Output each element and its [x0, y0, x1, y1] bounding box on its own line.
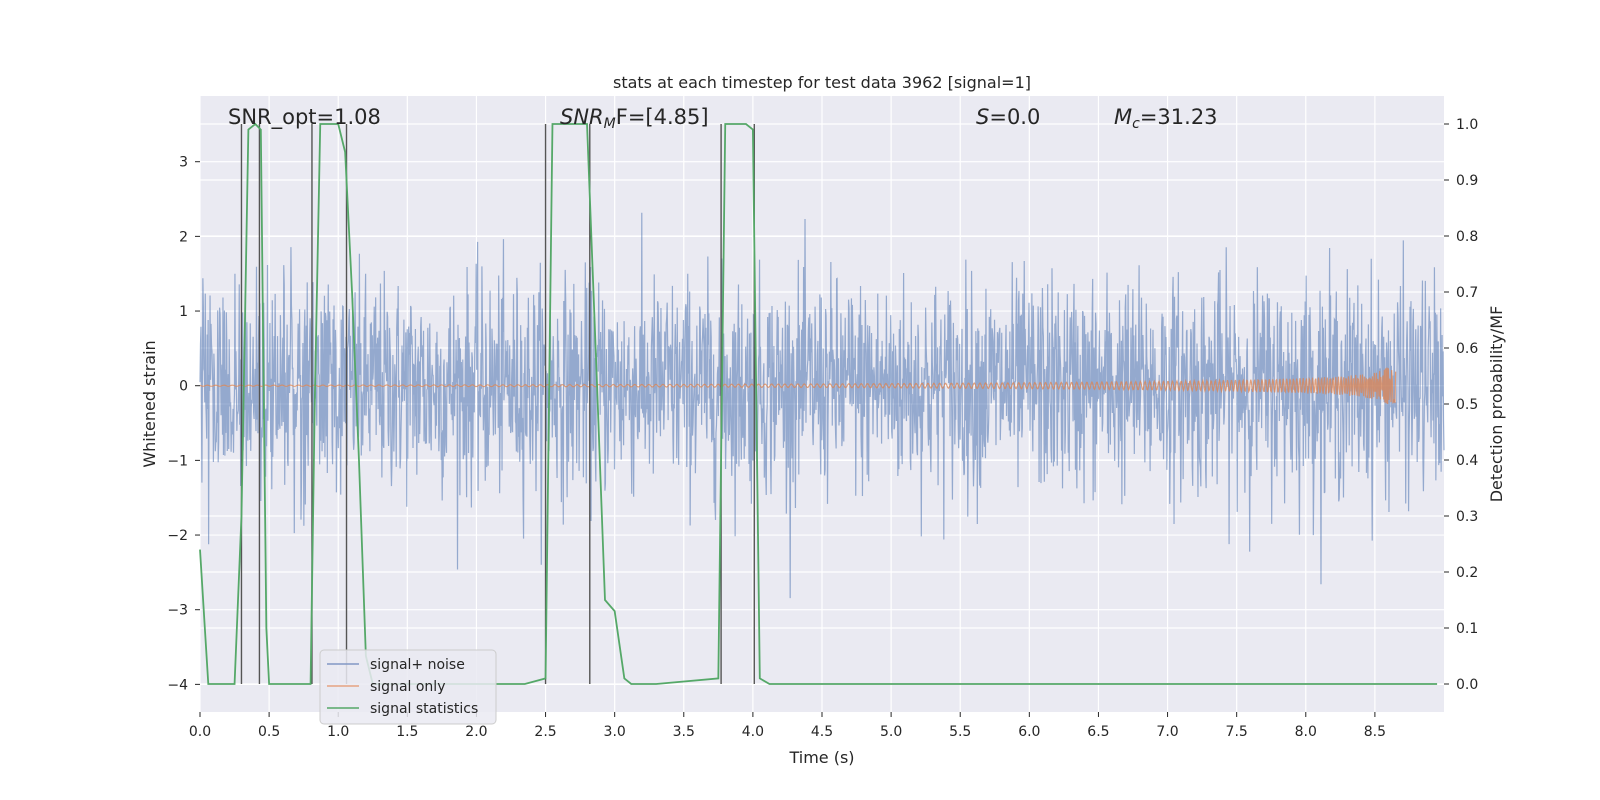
- y-right-tick-label-9: 0.1: [1456, 621, 1478, 637]
- series-signal-noise: [199, 212, 1445, 599]
- annotation-mc-rest: =31.23: [1140, 105, 1218, 129]
- x-axis-label: Time (s): [788, 748, 854, 767]
- y-left-tick-label-4: −1: [167, 453, 188, 469]
- legend-label-signal-statistics: signal statistics: [370, 701, 478, 717]
- noise-trace: [199, 212, 1445, 599]
- series-signal-only: [199, 367, 1397, 405]
- y-right-tick-label-4: 0.6: [1456, 341, 1478, 357]
- x-tick-label-13: 6.5: [1087, 724, 1109, 740]
- annotation-mc: Mc=31.23: [1114, 105, 1218, 132]
- annotation-mc-main: M: [1114, 105, 1132, 129]
- chirp-trace: [199, 367, 1397, 405]
- x-tick-label-14: 7.0: [1156, 724, 1178, 740]
- y-left-tick-label-2: 1: [179, 304, 188, 320]
- chart-title: stats at each timestep for test data 396…: [613, 73, 1031, 92]
- annotation-snr-mf-rest: F=[4.85]: [616, 105, 709, 129]
- y-left-tick-label-0: 3: [179, 155, 188, 171]
- legend-box: [319, 649, 497, 725]
- x-tick-label-7: 3.5: [673, 724, 695, 740]
- annotation-snr-opt: SNR_opt=1.08: [228, 105, 381, 130]
- x-tick-label-6: 3.0: [604, 724, 626, 740]
- y-left-tick-label-6: −3: [167, 603, 188, 619]
- x-tick-label-12: 6.0: [1018, 724, 1040, 740]
- x-tick-label-8: 4.0: [742, 724, 764, 740]
- annotation-snr-mf-sub: M: [604, 116, 616, 132]
- legend: signal+ noise signal only signal statist…: [319, 649, 497, 725]
- y-right-tick-label-8: 0.2: [1456, 565, 1478, 581]
- annotation-s-rest: =0.0: [989, 105, 1040, 129]
- annotation-mc-sub: c: [1132, 116, 1140, 132]
- y-left-tick-label-7: −4: [167, 677, 188, 693]
- y-right-tick-label-6: 0.4: [1456, 453, 1478, 469]
- x-tick-label-4: 2.0: [465, 724, 487, 740]
- x-tick-label-5: 2.5: [534, 724, 556, 740]
- legend-label-signal-noise: signal+ noise: [370, 657, 465, 673]
- y-right-tick-label-2: 0.8: [1456, 229, 1478, 245]
- y-right-tick-label-5: 0.5: [1456, 397, 1478, 413]
- x-tick-label-11: 5.5: [949, 724, 971, 740]
- y-right-tick-label-0: 1.0: [1456, 117, 1478, 133]
- x-tick-label-0: 0.0: [189, 724, 211, 740]
- y-right-axis-ticks: 1.0 0.9 0.8 0.7 0.6 0.5 0.4 0.3 0.2 0.1 0.0: [1444, 117, 1478, 693]
- y-right-tick-label-3: 0.7: [1456, 285, 1478, 301]
- y-left-tick-label-1: 2: [179, 229, 188, 245]
- y-left-tick-label-3: 0: [179, 379, 188, 395]
- x-tick-label-16: 8.0: [1295, 724, 1317, 740]
- x-tick-label-9: 4.5: [811, 724, 833, 740]
- annotation-s-main: S: [976, 105, 989, 129]
- y-right-tick-label-10: 0.0: [1456, 677, 1478, 693]
- annotation-snr-mf-main: SNR: [560, 105, 604, 129]
- x-tick-label-15: 7.5: [1226, 724, 1248, 740]
- x-tick-label-10: 5.0: [880, 724, 902, 740]
- y-right-tick-label-1: 0.9: [1456, 173, 1478, 189]
- y-left-tick-label-5: −2: [167, 528, 188, 544]
- annotation-s: S=0.0: [976, 105, 1040, 129]
- x-tick-label-3: 1.5: [396, 724, 418, 740]
- annotation-snr-mf: SNRMF=[4.85]: [560, 105, 709, 132]
- x-axis-ticks: 0.0 0.5 1.0 1.5 2.0 2.5 3.0 3.5 4.0 4.5 5.0 5.5 6.0 6…: [189, 712, 1386, 740]
- legend-label-signal-only: signal only: [370, 679, 445, 695]
- y-right-tick-label-7: 0.3: [1456, 509, 1478, 525]
- y-left-axis-label: Whitened strain: [140, 340, 159, 467]
- y-left-axis-ticks: 3 2 1 0 −1 −2 −3 −4: [167, 155, 200, 693]
- x-tick-label-17: 8.5: [1364, 724, 1386, 740]
- y-right-axis-label: Detection probability/MF: [1487, 306, 1506, 503]
- x-tick-label-2: 1.0: [327, 724, 349, 740]
- x-tick-label-1: 0.5: [258, 724, 280, 740]
